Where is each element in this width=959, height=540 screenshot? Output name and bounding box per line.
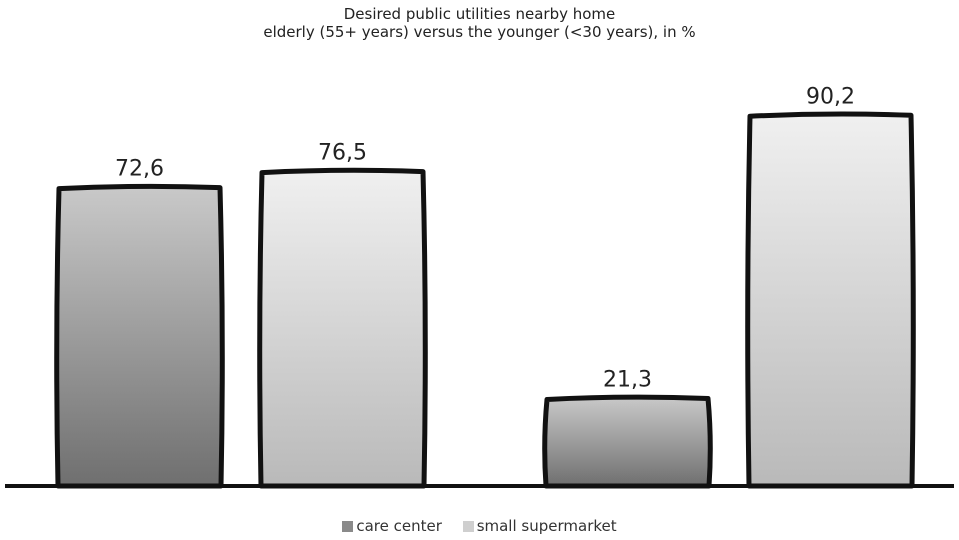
bar-care-center-group-1 bbox=[54, 183, 225, 489]
legend-label-care-center: care center bbox=[356, 517, 442, 535]
legend-label-small-supermarket: small supermarket bbox=[476, 517, 617, 535]
bar-small-supermarket-group-2 bbox=[745, 111, 916, 489]
bar-small-supermarket-group-1 bbox=[257, 167, 428, 489]
data-label-care-center-group-2: 21,3 bbox=[603, 367, 652, 392]
data-label-small-supermarket-group-2: 90,2 bbox=[806, 84, 855, 109]
legend-swatch-care-center bbox=[342, 521, 354, 532]
legend-item-care-center: care center bbox=[342, 517, 442, 535]
chart-title-block: Desired public utilities nearby home eld… bbox=[0, 5, 959, 41]
data-label-care-center-group-1: 72,6 bbox=[115, 157, 164, 182]
bar-care-center-group-2 bbox=[542, 394, 713, 489]
chart-subtitle: elderly (55+ years) versus the younger (… bbox=[263, 23, 696, 41]
data-label-small-supermarket-group-1: 76,5 bbox=[318, 141, 367, 166]
legend: care center small supermarket bbox=[0, 517, 959, 535]
legend-swatch-small-supermarket bbox=[462, 521, 474, 532]
chart-title: Desired public utilities nearby home bbox=[343, 5, 616, 23]
legend-item-small-supermarket: small supermarket bbox=[462, 517, 617, 535]
